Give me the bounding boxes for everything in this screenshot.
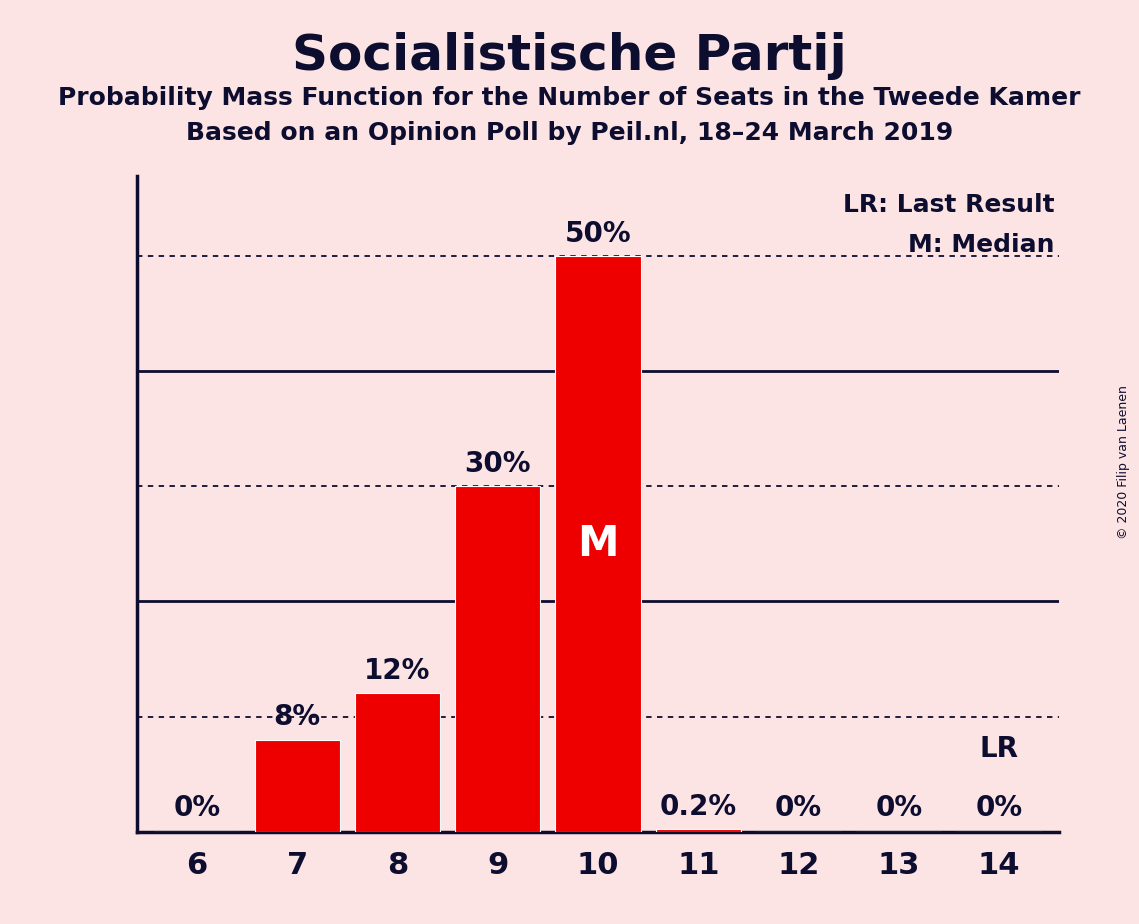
Text: M: M (577, 523, 618, 565)
Text: LR: LR (980, 735, 1018, 762)
Text: 0.2%: 0.2% (659, 793, 737, 821)
Text: 0%: 0% (775, 795, 822, 822)
Text: 8%: 8% (273, 703, 321, 732)
Text: Socialistische Partij: Socialistische Partij (292, 32, 847, 80)
Text: 12%: 12% (364, 658, 431, 686)
Bar (556, 256, 640, 832)
Bar (354, 694, 440, 832)
Text: Based on an Opinion Poll by Peil.nl, 18–24 March 2019: Based on an Opinion Poll by Peil.nl, 18–… (186, 121, 953, 145)
Bar (254, 739, 339, 832)
Text: LR: Last Result: LR: Last Result (843, 193, 1055, 217)
Bar (456, 486, 540, 832)
Text: 0%: 0% (173, 795, 221, 822)
Text: © 2020 Filip van Laenen: © 2020 Filip van Laenen (1117, 385, 1130, 539)
Text: 50%: 50% (565, 220, 631, 248)
Text: Probability Mass Function for the Number of Seats in the Tweede Kamer: Probability Mass Function for the Number… (58, 86, 1081, 110)
Text: 0%: 0% (875, 795, 923, 822)
Text: 30%: 30% (465, 450, 531, 479)
Text: 0%: 0% (975, 795, 1023, 822)
Text: M: Median: M: Median (908, 233, 1055, 257)
Bar (656, 830, 740, 832)
